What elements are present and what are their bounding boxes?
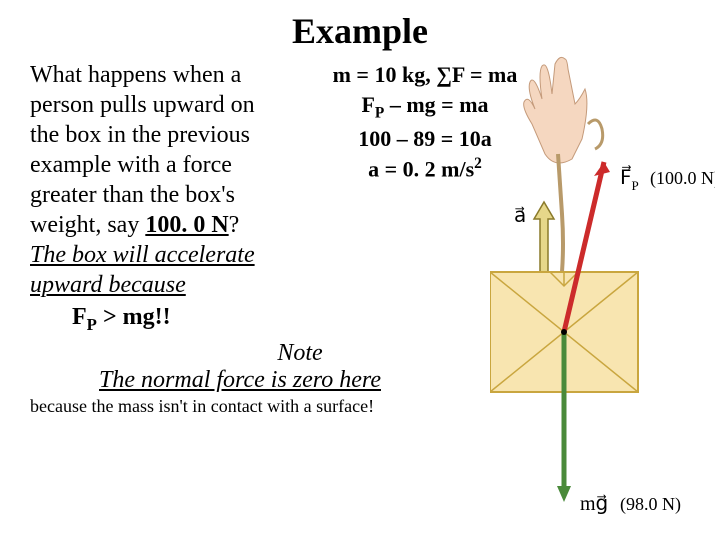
a-label: a⃗ <box>514 205 526 227</box>
line-5: greater than the box's <box>30 180 330 210</box>
mg-value: (98.0 N) <box>620 494 681 515</box>
note-line: The normal force is zero here <box>99 367 381 393</box>
fp-label: F⃗P <box>620 164 639 193</box>
fp-value: (100.0 N) <box>650 168 715 189</box>
note-word: Note <box>277 340 322 367</box>
acceleration-arrow <box>534 202 554 272</box>
line-6: weight, say 100. 0 N? <box>30 210 330 240</box>
page-title: Example <box>0 0 720 60</box>
fp-inequality: FP > mg!! <box>30 302 330 336</box>
note-block: Note The normal force is zero here <box>30 340 450 394</box>
line-2: person pulls upward on <box>30 90 330 120</box>
hand-icon <box>524 57 587 163</box>
line-8: upward because <box>30 270 330 300</box>
force-diagram: F⃗P (100.0 N) a⃗ mg⃗ (98.0 N) <box>490 54 715 534</box>
question-text: What happens when a person pulls upward … <box>30 60 330 336</box>
line-3: the box in the previous <box>30 120 330 150</box>
rope-icon <box>558 154 563 272</box>
line-1: What happens when a <box>30 60 330 90</box>
line-4: example with a force <box>30 150 330 180</box>
mg-label: mg⃗ <box>580 493 608 515</box>
line-7: The box will accelerate <box>30 240 330 270</box>
